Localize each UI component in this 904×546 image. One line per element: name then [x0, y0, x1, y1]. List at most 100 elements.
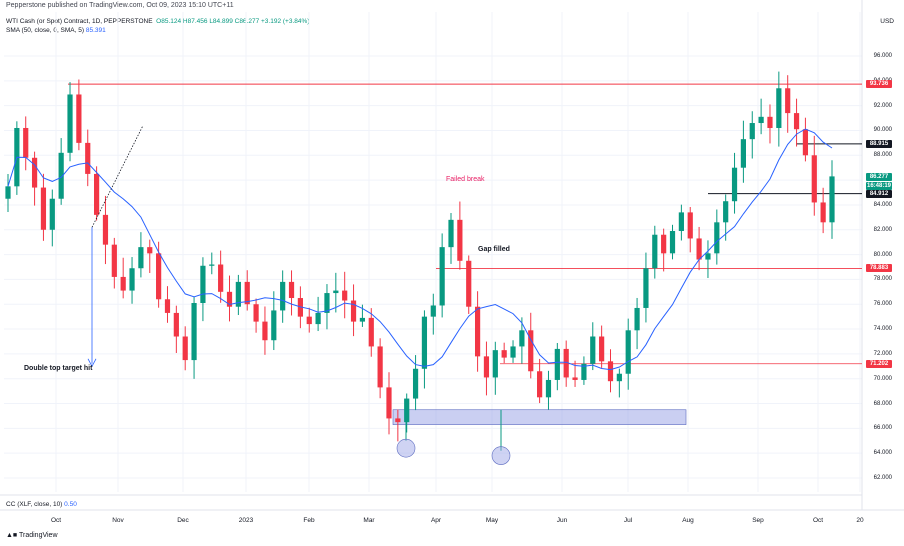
candle-body: [678, 212, 684, 232]
candle-body: [545, 379, 552, 398]
candle-body: [723, 201, 729, 223]
sma-legend[interactable]: SMA (50, close, 0, SMA, 5) 85.391: [6, 27, 106, 34]
symbol-legend[interactable]: WTI Cash (or Spot) Contract, 1D, PEPPERS…: [6, 18, 309, 25]
price-tick-label: 80.000: [873, 251, 892, 258]
indicator-value: 0.50: [64, 501, 77, 508]
candle-body: [244, 281, 250, 305]
candle-body: [23, 127, 29, 158]
candle-body: [616, 373, 622, 382]
candle-body: [634, 307, 640, 331]
candle-body: [253, 304, 259, 322]
candle-body: [235, 281, 241, 307]
candle-body: [829, 176, 835, 223]
price-tick-label: 72.000: [873, 350, 892, 357]
close-value: C86.277: [234, 18, 260, 25]
candle-body: [537, 371, 543, 398]
candle-body: [395, 418, 401, 423]
price-tick-label: 76.000: [873, 301, 892, 308]
candle-body: [731, 167, 738, 202]
price-tag: 88.915: [866, 139, 892, 148]
price-tick-label: 90.000: [873, 127, 892, 134]
candle-body: [58, 152, 64, 199]
candle-body: [67, 94, 73, 153]
time-tick-label: Aug: [682, 517, 694, 524]
candle-body: [448, 219, 454, 248]
time-tick-label: Jun: [556, 517, 568, 524]
candle-body: [820, 202, 826, 223]
candle-body: [102, 214, 109, 245]
candle-body: [776, 88, 782, 128]
price-tick-label: 88.000: [873, 152, 892, 159]
candle-body: [306, 316, 312, 325]
candle-body: [572, 377, 578, 380]
price-tag: 86.277: [866, 172, 892, 181]
candle-body: [315, 312, 321, 325]
price-tick-label: 66.000: [873, 425, 892, 432]
candle-body: [696, 238, 702, 260]
candle-body: [5, 186, 11, 199]
candle-body: [687, 212, 693, 239]
price-tick-label: 96.000: [873, 53, 892, 59]
change-value: +3.192 (+3.84%): [261, 18, 310, 25]
candle-body: [350, 300, 357, 322]
candle-body: [412, 368, 419, 399]
time-tick-label: 2023: [238, 517, 254, 524]
time-tick-label: Nov: [112, 517, 124, 524]
candle-body: [111, 244, 117, 277]
gap-filled-annotation: Gap filled: [478, 246, 510, 253]
candle-body: [218, 264, 224, 292]
price-tag: 93.736: [866, 80, 892, 89]
candle-body: [164, 299, 171, 313]
candle-body: [767, 116, 773, 128]
candle-body: [31, 157, 38, 188]
candle-body: [209, 264, 215, 266]
candle-body: [802, 129, 809, 156]
candle-body: [483, 356, 490, 378]
price-tag: 16:48:19: [866, 181, 892, 190]
price-tag: 84.912: [866, 189, 892, 198]
candle-body: [421, 316, 428, 369]
candle-body: [262, 321, 268, 341]
candle-body: [49, 198, 55, 230]
candle-body: [377, 346, 383, 388]
candle-body: [76, 94, 82, 143]
price-tick-label: 78.000: [873, 276, 892, 283]
candle-body: [182, 336, 188, 361]
price-tick-label: 84.000: [873, 201, 892, 208]
price-tick-label: 68.000: [873, 400, 892, 407]
candle-body: [501, 350, 507, 358]
candle-body: [705, 253, 711, 260]
candle-body: [94, 173, 100, 215]
candle-body: [643, 268, 649, 308]
candle-body: [191, 302, 197, 361]
candle-body: [528, 330, 534, 372]
publisher-credit: Pepperstone published on TradingView.com…: [6, 2, 234, 9]
double-top-annotation: Double top target hit: [24, 365, 93, 372]
time-tick-label: Feb: [303, 517, 315, 524]
candle-body: [510, 346, 516, 358]
price-tick-label: 64.000: [873, 450, 892, 457]
candle-body: [333, 290, 339, 294]
time-tick-label: Mar: [363, 517, 375, 524]
failed-break-annotation: Failed break: [446, 176, 485, 183]
candle-body: [492, 350, 498, 378]
indicator-legend[interactable]: CC (XLF, close, 10) 0.50: [6, 501, 77, 508]
candle-body: [474, 306, 481, 357]
candle-body: [342, 290, 348, 301]
candle-body: [599, 336, 605, 362]
candle-body: [147, 247, 153, 254]
candle-body: [359, 317, 366, 322]
time-tick-label: Oct: [812, 517, 824, 524]
open-value: O85.124: [156, 18, 182, 25]
price-axis[interactable]: 96.00094.00092.00090.00088.00086.00084.0…: [866, 0, 904, 510]
candle-body: [457, 219, 463, 261]
time-tick-label: Sep: [752, 517, 764, 524]
low-circle-2: [491, 446, 511, 465]
symbol-name[interactable]: WTI Cash (or Spot) Contract, 1D, PEPPERS…: [6, 18, 153, 25]
candle-body: [430, 305, 436, 317]
tradingview-logo[interactable]: ▲■ TradingView: [6, 532, 58, 539]
sma-label[interactable]: SMA (50, close, 0, SMA, 5): [6, 27, 85, 34]
indicator-label[interactable]: CC (XLF, close, 10): [6, 501, 63, 508]
support-zone: [392, 409, 687, 425]
